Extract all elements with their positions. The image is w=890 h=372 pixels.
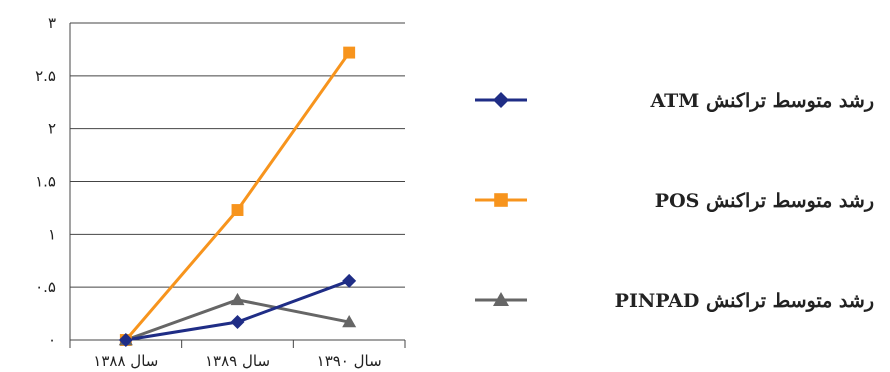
legend-label: رشد متوسط تراکنش PINPAD <box>615 290 874 312</box>
series-markers <box>118 46 357 347</box>
legend-marker <box>493 92 509 108</box>
data-point-marker <box>230 315 245 330</box>
data-point-marker <box>118 333 133 347</box>
y-tick-label: ۰ <box>48 331 56 349</box>
x-category-label: سال ۱۳۸۹ <box>205 352 270 370</box>
y-tick-label: ۰.۵ <box>35 278 56 296</box>
data-point-marker <box>230 292 245 306</box>
y-tick-label: ۲ <box>48 120 56 138</box>
legend-marker <box>493 292 509 306</box>
legend-marker <box>494 193 508 207</box>
gridlines <box>70 22 405 288</box>
legend-label: رشد متوسط تراکنش ATM <box>649 90 874 112</box>
data-point-marker <box>342 273 357 288</box>
x-category-label: سال ۱۳۹۰ <box>317 352 382 370</box>
y-axis-tick-labels: ۰ ۰.۵ ۱ ۱.۵ ۲ ۲.۵ ۳ <box>35 14 56 349</box>
data-point-marker <box>342 315 357 328</box>
y-tick-label: ۲.۵ <box>35 67 56 85</box>
y-tick-label: ۱ <box>48 225 56 243</box>
legend: رشد متوسط تراکنش ATM رشد متوسط تراکنش POS… <box>475 90 874 312</box>
legend-label: رشد متوسط تراکنش POS <box>655 190 874 212</box>
x-axis-category-labels: سال ۱۳۸۸ سال ۱۳۸۹ سال ۱۳۹۰ <box>93 352 381 370</box>
data-point-marker <box>343 46 356 59</box>
x-category-label: سال ۱۳۸۸ <box>93 352 158 370</box>
series-line <box>125 279 350 342</box>
y-tick-label: ۳ <box>48 14 56 32</box>
y-tick-label: ۱.۵ <box>35 173 56 191</box>
data-point-marker <box>231 204 244 216</box>
